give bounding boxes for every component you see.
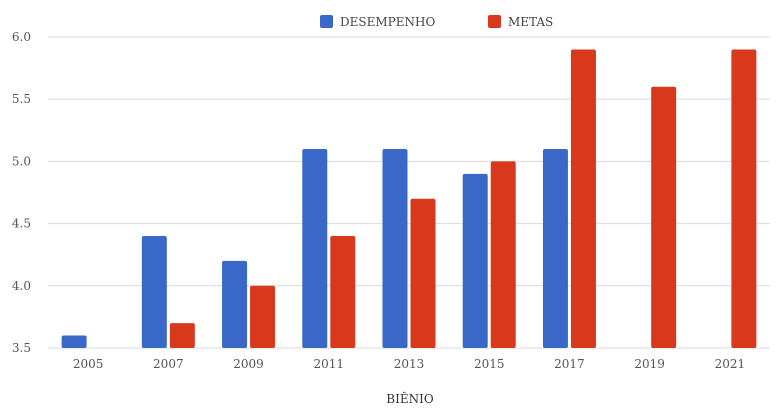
y-tick-label: 4.0 <box>12 279 31 293</box>
y-axis-ticks: 3.5 4.0 4.5 5.0 5.5 6.0 <box>12 30 31 355</box>
bar-metas-2019 <box>651 86 677 348</box>
x-tick-label: 2009 <box>233 357 264 371</box>
gridlines <box>48 36 770 349</box>
legend-label: METAS <box>508 15 553 29</box>
legend-swatch <box>488 15 501 28</box>
bar-metas-2021 <box>731 49 757 348</box>
bar-metas-2007 <box>169 323 195 348</box>
bar-metas-2009 <box>250 285 276 348</box>
legend: DESEMPENHO METAS <box>320 15 553 29</box>
x-tick-label: 2011 <box>314 357 345 371</box>
y-tick-label: 5.5 <box>12 92 31 106</box>
legend-swatch <box>320 15 333 28</box>
bar-desempenho-2009 <box>222 260 248 348</box>
bar-metas-2017 <box>570 49 596 348</box>
bar-desempenho-2005 <box>61 335 87 348</box>
bar-desempenho-2013 <box>382 148 408 348</box>
bar-desempenho-2015 <box>462 173 488 348</box>
x-tick-label: 2005 <box>73 357 104 371</box>
y-tick-label: 3.5 <box>12 341 31 355</box>
bar-metas-2015 <box>490 161 516 348</box>
bar-desempenho-2017 <box>542 148 568 348</box>
bar-desempenho-2011 <box>302 148 328 348</box>
y-tick-label: 6.0 <box>12 30 31 44</box>
x-axis-title: BIÊNIO <box>386 391 434 406</box>
bar-metas-2013 <box>410 198 436 348</box>
bar-desempenho-2007 <box>141 236 167 348</box>
x-tick-label: 2019 <box>634 357 665 371</box>
x-axis-ticks: 2005 2007 2009 2011 2013 2015 2017 2019 2021 <box>73 357 745 371</box>
x-tick-label: 2017 <box>554 357 585 371</box>
y-tick-label: 4.5 <box>12 217 31 231</box>
x-tick-label: 2013 <box>394 357 425 371</box>
x-tick-label: 2015 <box>474 357 505 371</box>
x-tick-label: 2007 <box>153 357 184 371</box>
y-tick-label: 5.0 <box>12 154 31 168</box>
x-tick-label: 2021 <box>715 357 746 371</box>
legend-label: DESEMPENHO <box>340 15 435 29</box>
bars <box>61 49 757 348</box>
bar-metas-2011 <box>330 236 356 348</box>
